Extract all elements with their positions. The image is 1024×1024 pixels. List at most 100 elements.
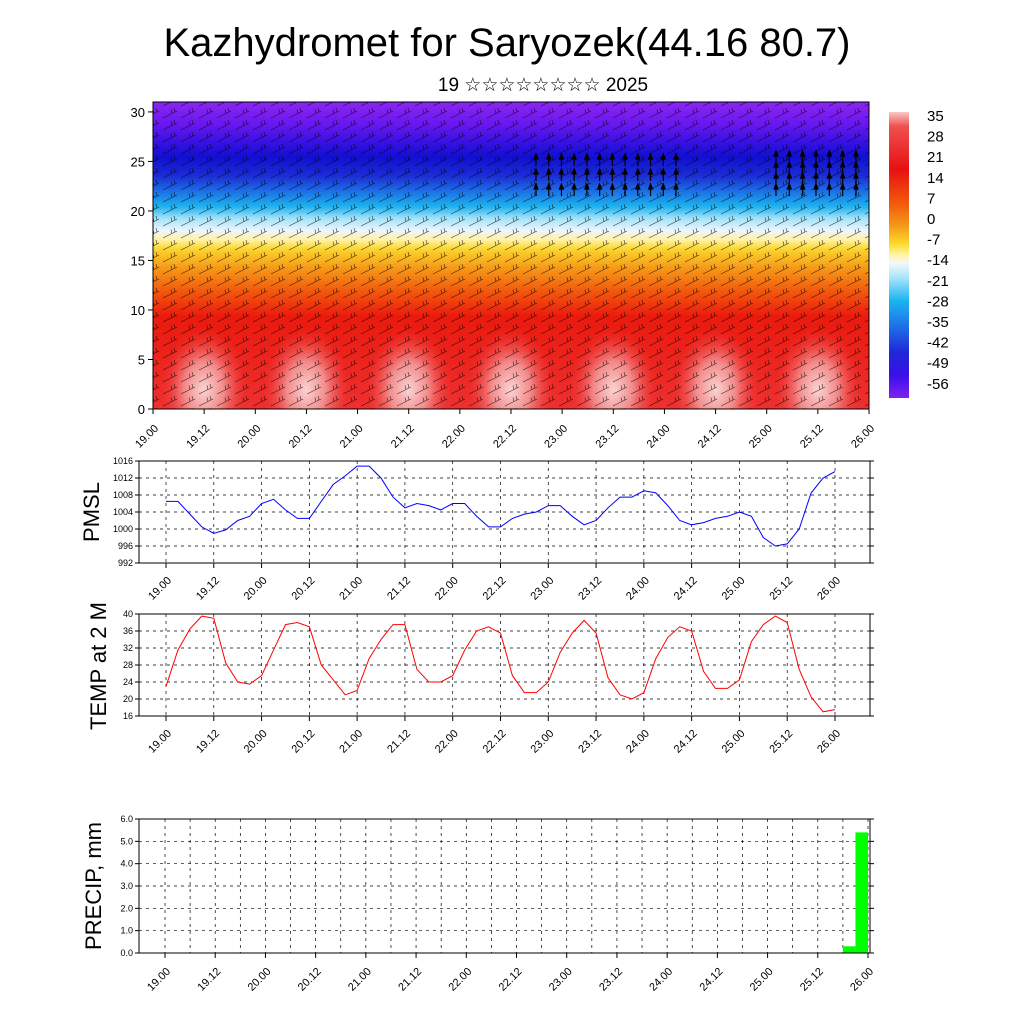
x-tick-label: 25.00 <box>748 966 776 994</box>
colorbar-label: -14 <box>927 252 949 269</box>
x-tick-label: 21.00 <box>338 423 366 451</box>
x-tick-label: 22.00 <box>433 575 461 603</box>
x-tick-label: 19.00 <box>146 575 174 603</box>
y-tick-label: 20 <box>131 204 145 219</box>
wind-arrow <box>634 167 641 181</box>
wind-arrow <box>571 182 578 196</box>
x-tick-label: 19.00 <box>146 728 174 756</box>
y-tick-label: 2.0 <box>120 903 133 913</box>
y-tick-label: 40 <box>123 609 133 619</box>
colorbar-label: 21 <box>927 149 944 166</box>
x-tick-label: 22.00 <box>446 966 474 994</box>
x-tick-label: 21.12 <box>385 575 413 603</box>
x-tick-label: 20.00 <box>242 575 270 603</box>
x-tick-label: 26.00 <box>849 423 877 451</box>
colorbar-label: -49 <box>927 355 949 372</box>
pmsl-series-line <box>166 465 836 547</box>
precip-bar <box>855 832 868 953</box>
y-tick-label: 15 <box>131 253 145 268</box>
y-tick-label: 32 <box>123 643 133 653</box>
cross-section-x-axis: 19.00 19.12 20.00 20.12 21.00 21.12 22.00 22.12… <box>133 409 877 451</box>
wind-arrow <box>558 182 565 196</box>
x-tick-label: 21.12 <box>396 966 424 994</box>
wind-arrow <box>622 182 628 196</box>
pmsl-x-axis: 19.00 19.12 20.00 20.12 21.00 21.12 22.00 22.12… <box>146 563 843 603</box>
y-tick-label: 16 <box>123 711 133 721</box>
colorbar: 35 28 21 14 7 0 -7 -14 -21 -28 -35 -42 -49 -56 <box>889 108 949 398</box>
y-tick-label: 10 <box>131 303 145 318</box>
temp-x-axis: 19.00 19.12 20.00 20.12 21.00 21.12 22.00 22.12… <box>146 716 843 756</box>
x-tick-label: 19.12 <box>195 966 223 994</box>
x-tick-label: 24.12 <box>672 728 700 756</box>
wind-arrow <box>596 167 603 181</box>
wind-arrow <box>596 182 603 196</box>
y-tick-label: 5 <box>138 352 145 367</box>
temp-y-axis: 16 20 24 28 32 36 40 <box>123 609 874 721</box>
y-tick-label: 4.0 <box>120 859 133 869</box>
wind-arrow <box>660 182 667 196</box>
colorbar-label: -7 <box>927 232 940 249</box>
x-tick-label: 24.12 <box>672 575 700 603</box>
x-tick-label: 25.00 <box>720 575 748 603</box>
wind-arrow <box>673 152 679 166</box>
wind-arrow <box>584 167 590 181</box>
x-tick-label: 20.00 <box>246 966 274 994</box>
y-tick-label: 6.0 <box>120 814 133 824</box>
wind-barbs <box>153 102 869 409</box>
colorbar-label: 35 <box>927 108 944 125</box>
wind-arrow <box>673 182 679 196</box>
precip-panel: 0.0 1.0 2.0 3.0 4.0 5.0 6.0 19.00 19.12 20.00 20.… <box>81 814 876 994</box>
wind-arrow <box>660 167 667 181</box>
x-tick-label: 19.12 <box>194 575 222 603</box>
y-tick-label: 20 <box>123 694 133 704</box>
wind-arrow <box>584 152 590 166</box>
y-tick-label: 1008 <box>113 490 133 500</box>
y-tick-label: 1000 <box>113 524 133 534</box>
wind-arrow <box>622 152 628 166</box>
wind-arrow <box>558 167 565 181</box>
y-tick-label: 3.0 <box>120 881 133 891</box>
wind-arrow <box>673 167 679 181</box>
y-tick-label: 25 <box>131 154 145 169</box>
precip-y-axis: 0.0 1.0 2.0 3.0 4.0 5.0 6.0 <box>120 814 874 958</box>
colorbar-label: -28 <box>927 293 949 310</box>
x-tick-label: 24.12 <box>696 423 724 451</box>
wind-arrow <box>647 152 654 166</box>
colorbar-label: 14 <box>927 170 944 187</box>
x-tick-label: 23.00 <box>542 423 570 451</box>
x-tick-label: 23.00 <box>547 966 575 994</box>
wind-arrow <box>545 182 552 196</box>
y-tick-label: 0.0 <box>120 948 133 958</box>
wind-arrow <box>596 152 603 166</box>
x-tick-label: 24.00 <box>624 728 652 756</box>
x-tick-label: 25.00 <box>720 728 748 756</box>
x-tick-label: 22.12 <box>481 575 509 603</box>
cross-section-y-axis: 0 5 10 15 20 25 30 <box>131 105 153 417</box>
pmsl-y-axis: 992 996 1000 1004 1008 1012 1016 <box>113 456 874 568</box>
x-tick-label: 24.12 <box>698 966 726 994</box>
x-tick-label: 26.00 <box>815 728 843 756</box>
x-tick-label: 25.12 <box>767 575 795 603</box>
y-tick-label: 996 <box>118 541 133 551</box>
x-tick-label: 23.12 <box>593 423 621 451</box>
x-tick-label: 23.00 <box>528 575 556 603</box>
chart-title: Kazhydromet for Saryozek(44.16 80.7) <box>163 21 850 65</box>
x-tick-label: 23.12 <box>597 966 625 994</box>
wind-arrow <box>647 167 654 181</box>
colorbar-label: -35 <box>927 314 949 331</box>
precip-y-label: PRECIP, mm <box>81 822 106 950</box>
x-tick-label: 23.12 <box>576 728 604 756</box>
colorbar-label: 0 <box>927 211 935 228</box>
x-tick-label: 21.12 <box>385 728 413 756</box>
x-tick-label: 23.00 <box>528 728 556 756</box>
pmsl-grid <box>139 460 870 564</box>
x-tick-label: 20.12 <box>296 966 324 994</box>
x-tick-label: 25.12 <box>798 423 826 451</box>
wind-arrow <box>533 167 539 181</box>
x-tick-label: 22.12 <box>497 966 525 994</box>
wind-arrows <box>533 149 859 196</box>
wind-arrow <box>634 152 641 166</box>
wind-arrow <box>622 167 628 181</box>
x-tick-label: 22.00 <box>440 423 468 451</box>
